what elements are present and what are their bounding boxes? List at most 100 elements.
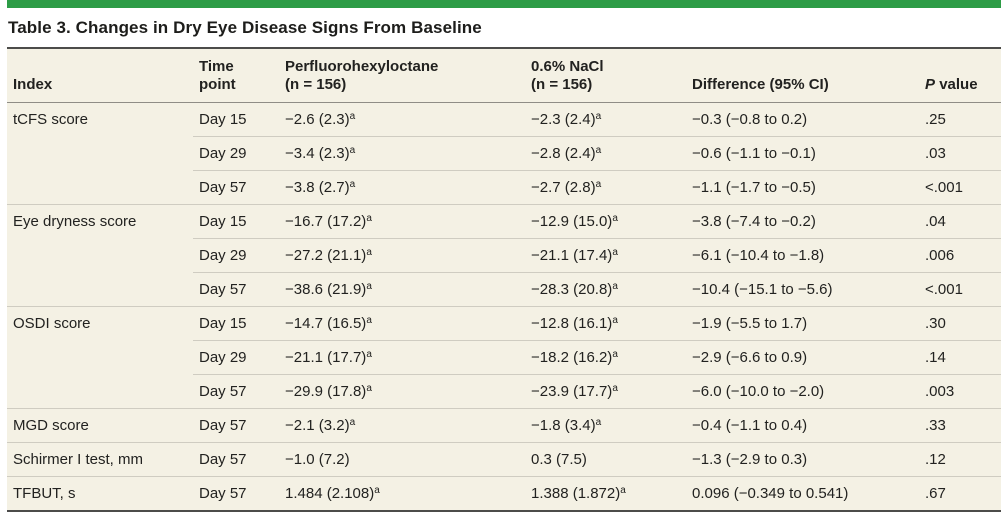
header-p-rest: value [939, 76, 978, 93]
table-row: Day 29 −3.4 (2.3)a −2.8 (2.4)a −0.6 (−1.1 t… [7, 136, 1001, 171]
index-cell: tCFS score [13, 111, 89, 128]
footnote-marker: a [612, 349, 618, 360]
p-value-cell: .006 [919, 238, 1001, 273]
perfluorohexyloctane-cell-value: −1.0 (7.2) [285, 451, 350, 468]
index-cell: Schirmer I test, mm [7, 442, 193, 477]
nacl-cell: −1.8 (3.4)a [525, 408, 686, 443]
table-row: tCFS score Day 15 −2.6 (2.3)a −2.3 (2.4)a −0… [7, 103, 1001, 137]
difference-cell: −6.0 (−10.0 to −2.0) [686, 374, 919, 409]
table-body: tCFS score Day 15 −2.6 (2.3)a −2.3 (2.4)a −0… [7, 103, 1001, 511]
nacl-cell: −2.7 (2.8)a [525, 170, 686, 205]
perfluorohexyloctane-cell: −2.6 (2.3)a [279, 103, 525, 137]
perfluorohexyloctane-cell-value: −21.1 (17.7) [285, 349, 367, 366]
footnote-marker: a [349, 179, 356, 190]
header-nacl-line1: 0.6% NaCl [531, 58, 604, 75]
time-point-cell: Day 15 [199, 111, 247, 128]
header-time-line1: Time [199, 58, 234, 75]
dry-eye-signs-table: Index Time point Perfluorohexyloctane (n… [7, 47, 1001, 512]
difference-cell: −6.1 (−10.4 to −1.8) [686, 238, 919, 273]
p-value-cell: <.001 [919, 272, 1001, 307]
footnote-marker: a [595, 417, 602, 428]
time-point-cell: Day 57 [193, 476, 279, 511]
footnote-marker: a [595, 179, 602, 190]
nacl-cell: −12.8 (16.1)a [525, 306, 686, 341]
footnote-marker: a [366, 213, 372, 224]
difference-cell: −0.3 (−0.8 to 0.2) [692, 111, 808, 128]
nacl-cell-value: 0.3 (7.5) [531, 451, 587, 468]
column-header-p-value: P value [919, 48, 1001, 103]
time-point-cell: Day 29 [193, 238, 279, 273]
header-row: Index Time point Perfluorohexyloctane (n… [7, 48, 1001, 103]
perfluorohexyloctane-cell-value: 1.484 (2.108) [285, 485, 375, 502]
header-index-label: Index [13, 76, 53, 93]
table-row: MGD score Day 57 −2.1 (3.2)a −1.8 (3.4)a −0.… [7, 408, 1001, 443]
p-value-cell: .67 [919, 476, 1001, 511]
nacl-cell: −2.3 (2.4)a [525, 103, 686, 137]
perfluorohexyloctane-cell-value: −29.9 (17.8) [285, 383, 367, 400]
perfluorohexyloctane-cell: 1.484 (2.108)a [279, 476, 525, 511]
table-row: Schirmer I test, mm Day 57 −1.0 (7.2) 0.3 (… [7, 442, 1001, 477]
table-row: Day 57 −29.9 (17.8)a −23.9 (17.7)a −6.0 (−1… [7, 374, 1001, 409]
footnote-marker: a [612, 247, 618, 258]
table-row: Day 29 −27.2 (21.1)a −21.1 (17.4)a −6.1 (−1… [7, 238, 1001, 273]
p-value-cell: .33 [919, 408, 1001, 443]
perfluorohexyloctane-cell: −14.7 (16.5)a [279, 306, 525, 341]
perfluorohexyloctane-cell: −38.6 (21.9)a [279, 272, 525, 307]
perfluorohexyloctane-cell-value: −2.1 (3.2) [285, 417, 350, 434]
p-value-cell: .12 [919, 442, 1001, 477]
nacl-cell-value: −21.1 (17.4) [531, 247, 613, 264]
time-point-cell: Day 57 [193, 408, 279, 443]
difference-cell: −0.6 (−1.1 to −0.1) [686, 136, 919, 171]
perfluorohexyloctane-cell: −2.1 (3.2)a [279, 408, 525, 443]
nacl-cell-value: −12.9 (15.0) [531, 213, 613, 230]
difference-cell: −1.1 (−1.7 to −0.5) [686, 170, 919, 205]
index-cell: TFBUT, s [7, 476, 193, 511]
nacl-cell-value: −2.3 (2.4) [531, 111, 596, 128]
nacl-cell-value: −18.2 (16.2) [531, 349, 613, 366]
table-row: Eye dryness score Day 15 −16.7 (17.2)a −12.… [7, 204, 1001, 307]
perfluorohexyloctane-cell-value: −27.2 (21.1) [285, 247, 367, 264]
footnote-marker: a [595, 111, 602, 122]
difference-cell: −1.9 (−5.5 to 1.7) [686, 306, 919, 341]
perfluorohexyloctane-cell-value: −38.6 (21.9) [285, 281, 367, 298]
footnote-marker: a [612, 213, 618, 224]
footnote-marker: a [612, 383, 618, 394]
nacl-cell-value: 1.388 (1.872) [531, 485, 621, 502]
perfluorohexyloctane-cell-value: −3.8 (2.7) [285, 179, 350, 196]
nacl-cell: −18.2 (16.2)a [525, 340, 686, 375]
nacl-cell-value: −1.8 (3.4) [531, 417, 596, 434]
column-header-nacl: 0.6% NaCl (n = 156) [525, 48, 686, 103]
time-point-cell: Day 15 [193, 204, 279, 239]
accent-bar [7, 0, 1001, 8]
time-point-cell: Day 57 [193, 374, 279, 409]
table-panel: Table 3. Changes in Dry Eye Disease Sign… [7, 0, 1001, 512]
table-row: OSDI score Day 15 −14.7 (16.5)a −12.8 (16.1… [7, 306, 1001, 409]
column-header-perfluorohexyloctane: Perfluorohexyloctane (n = 156) [279, 48, 525, 103]
perfluorohexyloctane-cell: −3.4 (2.3)a [279, 136, 525, 171]
footnote-marker: a [612, 315, 618, 326]
header-p-italic: P [925, 76, 936, 93]
header-pfho-line2: (n = 156) [285, 76, 347, 93]
p-value-cell: .30 [919, 306, 1001, 341]
perfluorohexyloctane-cell-value: −3.4 (2.3) [285, 145, 350, 162]
header-difference-label: Difference (95% CI) [692, 76, 829, 93]
footnote-marker: a [366, 247, 372, 258]
nacl-cell-value: −2.8 (2.4) [531, 145, 596, 162]
footnote-marker: a [366, 281, 372, 292]
time-point-cell: Day 29 [193, 340, 279, 375]
difference-cell: −0.4 (−1.1 to 0.4) [686, 408, 919, 443]
difference-cell: −2.9 (−6.6 to 0.9) [686, 340, 919, 375]
perfluorohexyloctane-cell: −29.9 (17.8)a [279, 374, 525, 409]
p-value-cell: .14 [919, 340, 1001, 375]
nacl-cell-value: −28.3 (20.8) [531, 281, 613, 298]
time-point-cell: Day 57 [193, 272, 279, 307]
p-value-cell: .25 [925, 111, 946, 128]
footnote-marker: a [366, 383, 372, 394]
footnote-marker: a [349, 111, 356, 122]
footnote-marker: a [349, 145, 356, 156]
nacl-cell: −12.9 (15.0)a [525, 204, 686, 239]
perfluorohexyloctane-cell-value: −14.7 (16.5) [285, 315, 367, 332]
header-time-line2: point [199, 76, 236, 93]
index-cell: MGD score [7, 408, 193, 443]
difference-cell: 0.096 (−0.349 to 0.541) [686, 476, 919, 511]
